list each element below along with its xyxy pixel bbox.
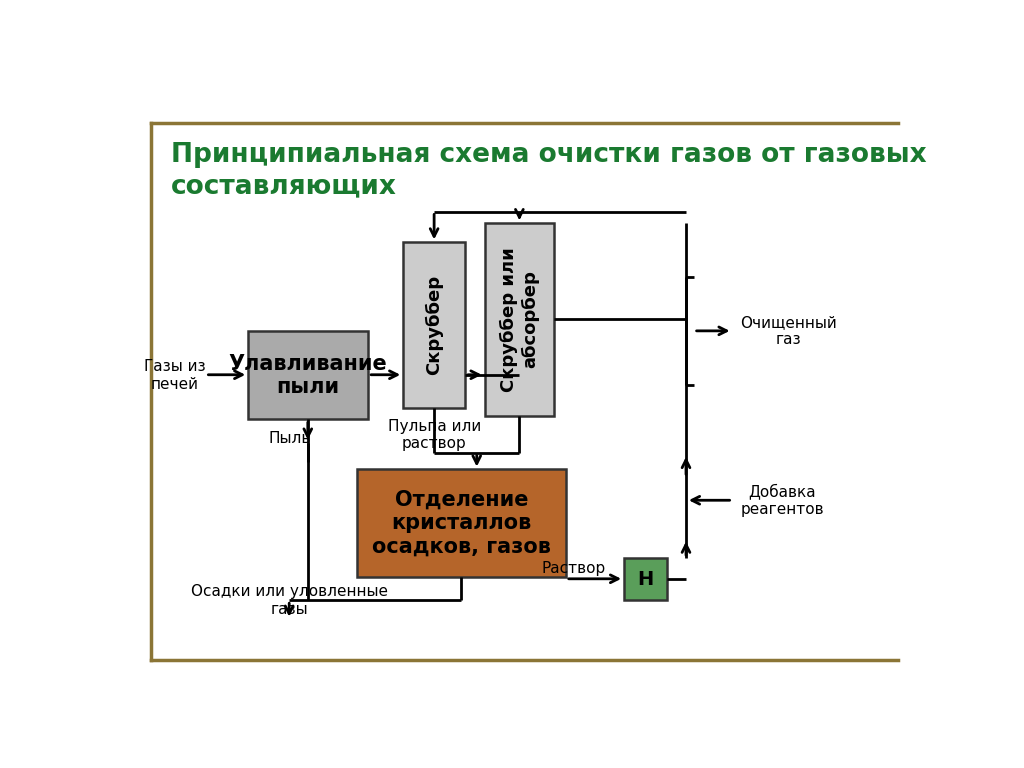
Bar <box>484 223 554 415</box>
Bar <box>624 558 667 601</box>
Bar <box>356 469 566 578</box>
Text: Принципиальная схема очистки газов от газовых: Принципиальная схема очистки газов от га… <box>171 142 927 168</box>
Text: Очищенный
газ: Очищенный газ <box>740 315 837 347</box>
Text: Скруббер или
абсорбер: Скруббер или абсорбер <box>500 247 539 392</box>
Text: составляющих: составляющих <box>171 173 396 199</box>
Text: Пыль: Пыль <box>268 431 310 446</box>
Text: Н: Н <box>637 570 653 589</box>
Text: Отделение
кристаллов
осадков, газов: Отделение кристаллов осадков, газов <box>372 490 551 557</box>
Text: Улавливание
пыли: Улавливание пыли <box>228 353 387 397</box>
Text: Раствор: Раствор <box>542 561 606 575</box>
Bar <box>403 243 465 408</box>
Bar <box>248 331 369 419</box>
Text: Добавка
реагентов: Добавка реагентов <box>740 484 824 517</box>
Text: Осадки или уловленные
газы: Осадки или уловленные газы <box>190 584 388 617</box>
Text: Скруббер: Скруббер <box>425 275 443 375</box>
Text: Газы из
печей: Газы из печей <box>143 359 206 392</box>
Text: Пульпа или
раствор: Пульпа или раствор <box>387 419 480 451</box>
